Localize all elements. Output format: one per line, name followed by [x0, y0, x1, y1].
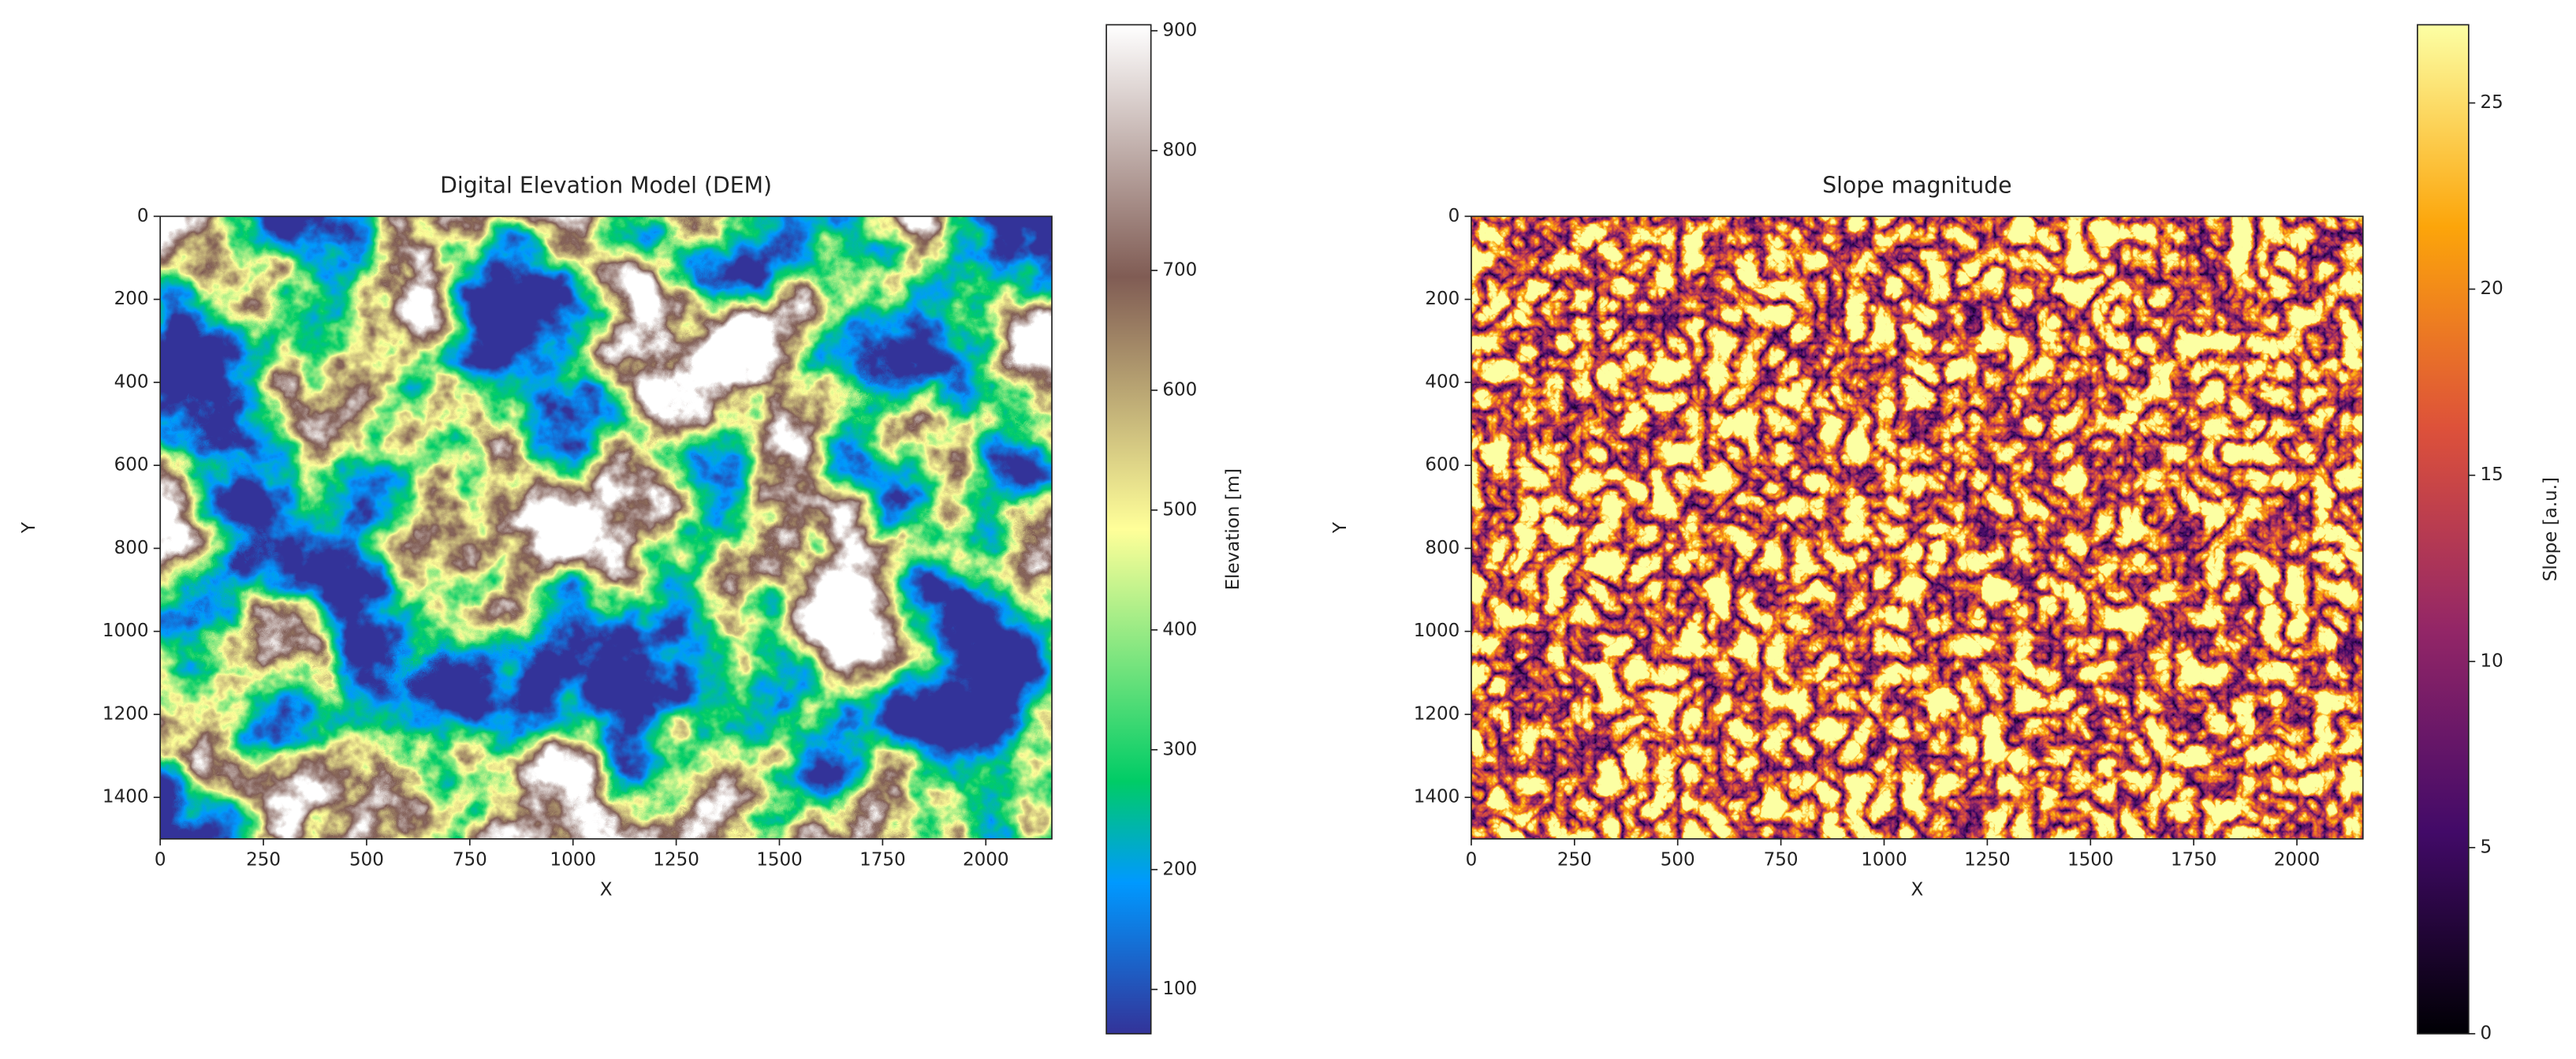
- x-tick-label: 1250: [653, 850, 699, 871]
- colorbar-tick-label: 200: [1162, 859, 1197, 879]
- colorbar-tick-label: 0: [2481, 1023, 2492, 1043]
- colorbar-tick-label: 600: [1162, 379, 1197, 400]
- x-tick-label: 250: [246, 850, 281, 871]
- y-tick-label: 400: [114, 371, 149, 392]
- colorbar-tick-label: 400: [1162, 619, 1197, 640]
- chart-title: Digital Elevation Model (DEM): [440, 173, 772, 199]
- colorbar-frame: [1105, 24, 1152, 1035]
- colorbar-tick-label: 500: [1162, 499, 1197, 520]
- y-tick-label: 0: [1448, 206, 1460, 226]
- y-tick-label: 200: [1425, 289, 1459, 309]
- y-axis-label: Y: [19, 521, 39, 534]
- x-tick-label: 2000: [2274, 850, 2321, 871]
- y-tick-label: 800: [1425, 538, 1459, 558]
- colorbar-tick-label: 5: [2481, 837, 2492, 857]
- chart-title: Slope magnitude: [1822, 173, 2011, 199]
- x-axis-label: X: [1911, 879, 1923, 900]
- y-tick-label: 1400: [1414, 787, 1460, 807]
- y-tick-label: 600: [114, 455, 149, 475]
- x-tick-label: 1500: [2067, 850, 2114, 871]
- y-tick-label: 400: [1425, 371, 1459, 392]
- colorbar-label: Slope [a.u.]: [2541, 477, 2561, 581]
- y-tick-label: 1200: [1414, 703, 1460, 724]
- heatmap-image: [1471, 216, 2363, 839]
- colorbar-tick-label: 15: [2481, 464, 2503, 485]
- heatmap-image: [160, 216, 1053, 839]
- x-tick-label: 1750: [2171, 850, 2217, 871]
- y-tick-label: 1400: [103, 787, 149, 807]
- y-tick-label: 800: [114, 538, 149, 558]
- x-tick-label: 0: [155, 850, 166, 871]
- x-tick-label: 1500: [756, 850, 803, 871]
- x-tick-label: 1000: [1861, 850, 1907, 871]
- y-tick-label: 0: [137, 206, 149, 226]
- x-tick-label: 2000: [963, 850, 1009, 871]
- x-tick-label: 1750: [859, 850, 906, 871]
- y-tick-label: 1000: [103, 621, 149, 641]
- y-tick-label: 1200: [103, 703, 149, 724]
- colorbar-label: Elevation [m]: [1223, 468, 1243, 591]
- colorbar-tick-label: 300: [1162, 739, 1197, 759]
- colorbar: [1106, 24, 1151, 1034]
- x-tick-label: 750: [1764, 850, 1799, 871]
- colorbar-tick-label: 700: [1162, 259, 1197, 280]
- colorbar-tick-label: 100: [1162, 979, 1197, 999]
- colorbar-tick-label: 10: [2481, 651, 2503, 671]
- colorbar-tick-label: 900: [1162, 21, 1197, 41]
- x-tick-label: 250: [1557, 850, 1592, 871]
- colorbar: [2417, 24, 2469, 1034]
- colorbar-tick-label: 20: [2481, 278, 2503, 299]
- x-tick-label: 750: [453, 850, 487, 871]
- y-tick-label: 200: [114, 289, 149, 309]
- axes-frame: [1471, 215, 2364, 840]
- colorbar-tick-label: 25: [2481, 92, 2503, 113]
- x-tick-label: 1250: [1964, 850, 2011, 871]
- axes-frame: [159, 215, 1053, 840]
- x-tick-label: 500: [349, 850, 384, 871]
- colorbar-tick-label: 800: [1162, 140, 1197, 160]
- y-axis-label: Y: [1330, 521, 1351, 534]
- x-tick-label: 1000: [550, 850, 596, 871]
- y-tick-label: 600: [1425, 455, 1459, 475]
- x-tick-label: 0: [1466, 850, 1478, 871]
- x-tick-label: 500: [1661, 850, 1695, 871]
- x-axis-label: X: [600, 879, 613, 900]
- y-tick-label: 1000: [1414, 621, 1460, 641]
- colorbar-frame: [2417, 24, 2470, 1035]
